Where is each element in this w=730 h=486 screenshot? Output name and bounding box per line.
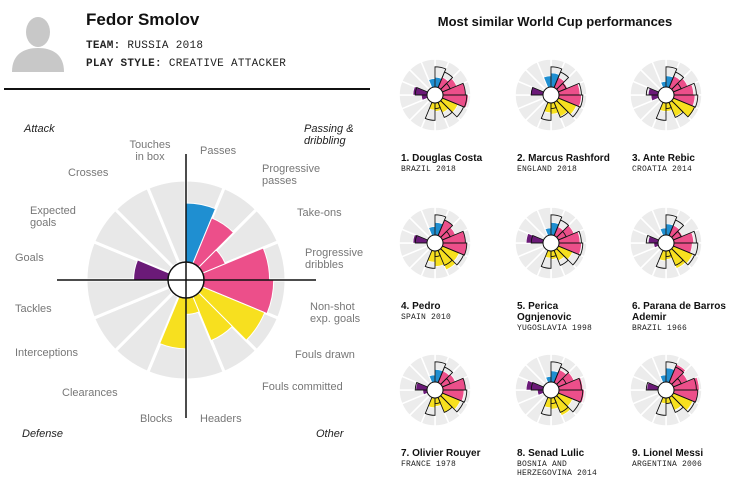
quadrant-label-passing-dribbling: Passing & dribbling (304, 123, 354, 147)
similar-player-name-line: 5. Perica (517, 301, 559, 312)
team-value: RUSSIA 2018 (127, 40, 204, 52)
similar-player-team: SPAIN 2010 (401, 313, 451, 322)
mini-chart-marcus-rashford (514, 58, 588, 132)
mini-center-hole (657, 381, 675, 399)
label-blocks: Blocks (140, 413, 173, 425)
similar-player-name-line: 8. Senad Lulic (517, 448, 585, 459)
label-take-ons: Take-ons (297, 207, 342, 219)
similar-player-name-line: 6. Parana de Barros (632, 301, 726, 312)
similar-performances-title: Most similar World Cup performances (437, 14, 673, 29)
similar-player-name: 8. Senad Lulic (517, 448, 584, 459)
mini-center-hole (426, 381, 444, 399)
label-fouls-drawn: Fouls drawn (295, 349, 355, 361)
similar-player-team: YUGOSLAVIA 1998 (517, 324, 592, 333)
main-radial-chart: Touches in box Passes Progressive passes Take… (15, 123, 363, 440)
label-headers: Headers (200, 413, 242, 425)
similar-player-name-line: Ademir (632, 312, 667, 323)
similar-player-name: 4. Pedro (401, 301, 440, 312)
mini-center-hole (426, 86, 444, 104)
similar-player-team-line: BOSNIA AND (517, 460, 568, 469)
similar-player-team-line: FRANCE 1978 (401, 460, 457, 469)
similar-player-name-line: 7. Olivier Rouyer (401, 448, 481, 459)
play-style-label: PLAY STYLE: (86, 58, 162, 70)
similar-player-name: 7. Olivier Rouyer (401, 448, 480, 459)
label-non-shot-exp-goals: Non-shot exp. goals (310, 301, 361, 325)
similar-player-name: 6. Parana de Barros Ademir (632, 301, 726, 323)
similar-player-team: ARGENTINA 2006 (632, 460, 702, 469)
similar-player-team-line: SPAIN 2010 (401, 313, 452, 322)
play-style-value: CREATIVE ATTACKER (168, 58, 287, 70)
similar-player-team-line: HERZEGOVINA 2014 (517, 469, 598, 478)
label-tackles: Tackles (15, 303, 52, 315)
similar-player-team-line: ENGLAND 2018 (517, 165, 578, 174)
mini-center-hole (542, 234, 560, 252)
label-progressive-dribbles: Progressive dribbles (305, 247, 363, 271)
similar-player-team: FRANCE 1978 (401, 460, 456, 469)
play-style-line: PLAY STYLE: CREATIVE ATTACKER (86, 58, 286, 70)
similar-player-team-line: BRAZIL 2018 (401, 165, 457, 174)
similar-player-name-line: 3. Ante Rebic (632, 153, 695, 164)
team-label: TEAM: (86, 40, 121, 52)
mini-chart-senad-lulic (514, 353, 588, 427)
similar-player-name-line: 2. Marcus Rashford (517, 153, 610, 164)
similar-player-name: 9. Lionel Messi (632, 448, 703, 459)
quadrant-label-defense: Defense (22, 428, 63, 440)
similar-player-team: CROATIA 2014 (632, 165, 692, 174)
similar-player-name-line: 1. Douglas Costa (401, 153, 483, 164)
mini-chart-olivier-rouyer (398, 353, 472, 427)
similar-player-name-line: Ognjenovic (517, 312, 572, 323)
similar-player-team: ENGLAND 2018 (517, 165, 577, 174)
header-divider (4, 88, 370, 90)
similar-player-name: 3. Ante Rebic (632, 153, 695, 164)
similar-player-team: BRAZIL 2018 (401, 165, 456, 174)
mini-center-hole (426, 234, 444, 252)
similar-player-team: BRAZIL 1966 (632, 324, 687, 333)
label-expected-goals: Expected goals (30, 205, 76, 229)
mini-center-hole (657, 86, 675, 104)
mini-center-hole (657, 234, 675, 252)
similar-player-team-line: YUGOSLAVIA 1998 (517, 324, 593, 333)
label-crosses: Crosses (68, 167, 109, 179)
similar-player-name-line: 9. Lionel Messi (632, 448, 704, 459)
label-progressive-passes: Progressive passes (262, 163, 320, 187)
label-passes: Passes (200, 145, 237, 157)
label-touches-in-box: Touches in box (130, 139, 171, 163)
similar-player-name: 2. Marcus Rashford (517, 153, 610, 164)
team-line: TEAM: RUSSIA 2018 (86, 40, 203, 52)
mini-center-hole (542, 86, 560, 104)
mini-center-hole (542, 381, 560, 399)
similar-player-name: 5. Perica Ognjenovic (517, 301, 571, 323)
label-interceptions: Interceptions (15, 347, 78, 359)
similar-player-team-line: BRAZIL 1966 (632, 324, 688, 333)
player-name: Fedor Smolov (86, 10, 200, 29)
similar-player-name: 1. Douglas Costa (401, 153, 482, 164)
quadrant-label-attack: Attack (23, 123, 55, 135)
avatar (8, 10, 68, 72)
label-clearances: Clearances (62, 387, 118, 399)
mini-chart-perica-ognjenovic (514, 206, 588, 280)
similar-player-team: BOSNIA AND HERZEGOVINA 2014 (517, 460, 597, 478)
avatar-silhouette-icon (8, 10, 68, 72)
similar-player-team-line: ARGENTINA 2006 (632, 460, 703, 469)
mini-chart-ante-rebic (629, 58, 703, 132)
similar-player-name-line: 4. Pedro (401, 301, 441, 312)
quadrant-label-other: Other (316, 428, 345, 440)
mini-chart-pedro (398, 206, 472, 280)
similar-player-team-line: CROATIA 2014 (632, 165, 693, 174)
label-fouls-committed: Fouls committed (262, 381, 343, 393)
mini-chart-douglas-costa (398, 58, 472, 132)
mini-chart-parana-de-barros-ademir (629, 206, 703, 280)
mini-chart-lionel-messi (629, 353, 703, 427)
label-goals: Goals (15, 252, 44, 264)
